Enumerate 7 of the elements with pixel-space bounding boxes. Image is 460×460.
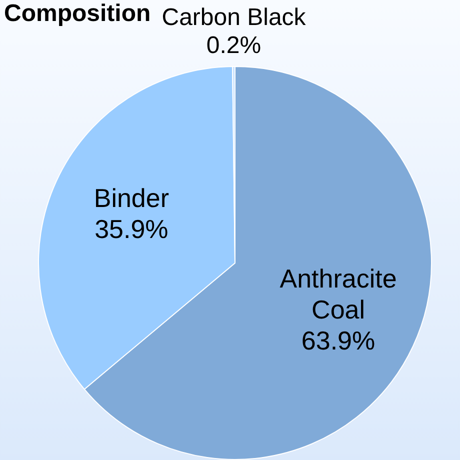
chart-title: Composition [4,0,151,28]
data-label: 0.2% [206,32,262,60]
slice-label: Carbon Black [162,4,307,32]
slice-label: Binder [94,183,170,214]
slice-label: Anthracite Coal [280,263,397,324]
data-label: 35.9% [94,214,168,244]
data-label: 63.9% [301,325,376,356]
